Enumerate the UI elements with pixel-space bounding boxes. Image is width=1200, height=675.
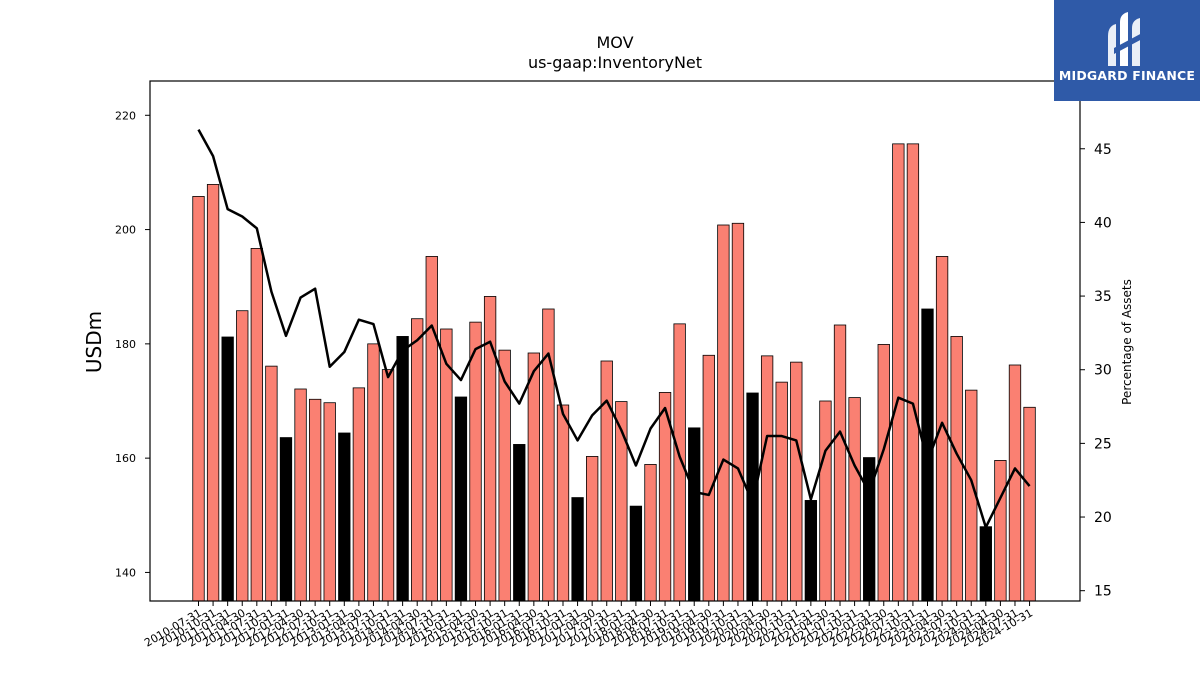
bar-2023-01-31	[921, 308, 934, 602]
bar-2014-01-31	[396, 336, 409, 602]
plot-frame	[149, 80, 1081, 602]
bar-2020-07-31	[775, 381, 788, 602]
bar-2015-04-30	[469, 321, 482, 602]
bar-2017-04-30	[586, 456, 599, 602]
bar-2022-07-31	[892, 143, 905, 602]
y-tick-label: 140	[115, 566, 136, 579]
bar-2011-10-31	[265, 365, 278, 602]
y2-tick-label: 20	[1094, 510, 1112, 526]
bar-2024-10-31	[1023, 406, 1036, 602]
y-tick-label: 160	[115, 452, 136, 465]
bar-2019-04-30	[702, 354, 715, 602]
bar-2017-01-31	[571, 497, 584, 602]
bar-2017-07-31	[600, 360, 613, 602]
y-tick-label: 200	[115, 224, 136, 237]
bar-2014-07-31	[425, 256, 438, 602]
bar-2024-07-31	[1008, 364, 1022, 602]
y2-tick-label: 45	[1094, 142, 1112, 158]
bar-2010-07-31	[192, 196, 205, 602]
bar-2016-01-31	[513, 444, 526, 602]
pct-of-assets-line	[197, 129, 1031, 529]
bar-2021-07-31	[833, 324, 847, 602]
bar-2016-10-31	[556, 404, 570, 602]
y-tick-label: 220	[115, 109, 136, 122]
bar-2022-04-30	[877, 344, 890, 602]
bar-2010-10-31	[206, 184, 220, 602]
bar-2020-04-30	[760, 355, 774, 602]
bar-2018-01-31	[629, 505, 643, 602]
bar-2011-01-31	[221, 336, 234, 602]
bar-2021-04-30	[819, 400, 832, 602]
bar-2019-07-31	[717, 224, 730, 602]
y2-tick-label: 25	[1094, 436, 1112, 452]
bar-2011-07-31	[250, 248, 263, 602]
bar-2012-10-31	[323, 402, 336, 602]
bar-2016-04-30	[527, 352, 540, 602]
bar-2019-01-31	[688, 427, 701, 602]
bar-2023-07-31	[950, 336, 963, 602]
bar-2014-04-30	[411, 318, 424, 602]
bar-series	[192, 143, 1036, 602]
brand-name: MIDGARD FINANCE	[1058, 68, 1196, 83]
bar-2013-01-31	[338, 432, 351, 602]
bar-2024-01-31	[979, 526, 992, 602]
bar-2013-04-30	[352, 387, 366, 602]
y2-tick-label: 40	[1094, 215, 1112, 231]
bar-2018-04-30	[644, 464, 657, 602]
chart-subtitle: us-gaap:InventoryNet	[528, 53, 702, 72]
bar-2012-04-30	[294, 388, 307, 602]
axes: 140160180200220152025303540452010-07-312…	[115, 80, 1112, 650]
bar-2019-10-31	[731, 222, 745, 602]
bar-2021-01-31	[804, 500, 818, 602]
bar-2015-01-31	[454, 396, 468, 602]
y2-tick-label: 30	[1094, 363, 1112, 379]
bar-2020-10-31	[790, 361, 803, 602]
bar-2021-10-31	[848, 397, 861, 602]
pct-line-series	[197, 129, 1031, 529]
y2-tick-label: 15	[1094, 584, 1112, 600]
bar-2011-04-30	[236, 310, 249, 602]
y2-axis-label: Percentage of Assets	[1120, 279, 1134, 405]
brand-logo: MIDGARD FINANCE	[1054, 0, 1200, 101]
midgard-m-icon	[1108, 12, 1144, 66]
y2-tick-label: 35	[1094, 289, 1112, 305]
bar-2024-04-30	[994, 460, 1007, 602]
bar-2013-10-31	[381, 369, 395, 602]
bar-2012-07-31	[308, 398, 322, 602]
y-axis-label: USDm	[82, 311, 106, 373]
bar-2018-10-31	[673, 323, 686, 602]
bar-2012-01-31	[279, 437, 293, 602]
bar-2013-07-31	[367, 343, 380, 602]
y-tick-label: 180	[115, 338, 136, 351]
chart-title: MOV	[596, 33, 633, 52]
bar-2022-10-31	[906, 143, 920, 602]
